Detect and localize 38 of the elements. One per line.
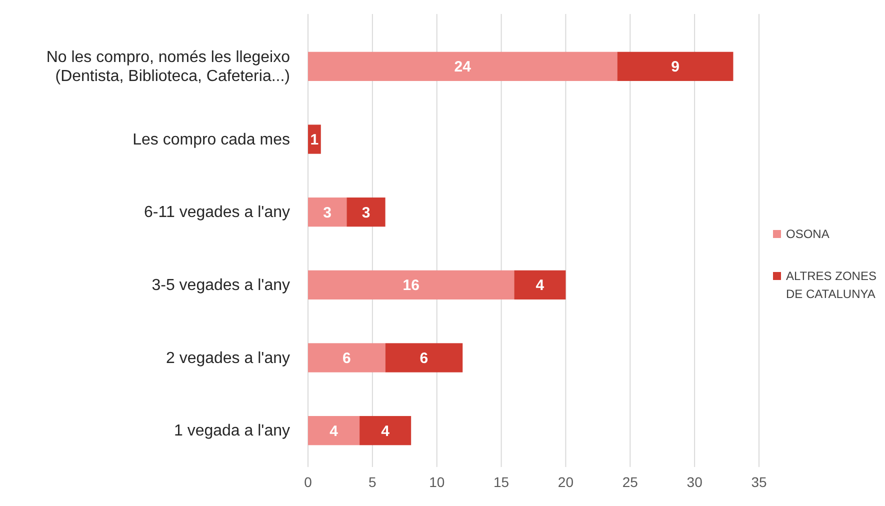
y-tick-label: 2 vegades a l'any (166, 350, 290, 367)
x-tick-label: 15 (493, 474, 510, 490)
bar (346, 198, 386, 227)
x-tick-label: 20 (558, 474, 574, 490)
y-tick-label: Les compro cada mes (132, 131, 290, 148)
bar (514, 270, 566, 300)
x-tick-label: 0 (304, 474, 312, 490)
y-tick-label: 1 vegada a l'any (174, 422, 290, 440)
x-tick-label: 10 (429, 474, 445, 490)
x-tick-label: 25 (622, 474, 638, 490)
data-label: 6 (420, 350, 428, 367)
bar (617, 52, 734, 81)
y-tick-label: 3-5 vegades a l'any (152, 277, 290, 294)
data-label: 3 (362, 204, 370, 222)
legend-label: ALTRES ZONES DE CATALUNYA (786, 269, 876, 301)
data-label: 9 (671, 58, 680, 76)
x-tick-label: 35 (751, 474, 767, 490)
y-tick-label: 6-11 vegades a l'any (144, 204, 290, 222)
bar (308, 124, 321, 154)
data-label: 3 (323, 204, 332, 222)
x-tick-label: 5 (368, 474, 377, 490)
data-label: 4 (381, 422, 390, 440)
data-label: 6 (342, 350, 351, 367)
bar (308, 416, 360, 446)
bar (308, 52, 618, 81)
x-tick-label: 30 (686, 474, 703, 490)
y-tick-label: No les compro, només les llegeixo (Dentista, Biblioteca, Cafeteria...) (46, 48, 290, 86)
bar (308, 343, 386, 372)
data-label: 4 (330, 422, 339, 440)
legend-label: OSONA (786, 227, 830, 241)
bar (360, 416, 412, 446)
bar (308, 270, 514, 300)
data-label: 16 (402, 277, 420, 294)
bar (308, 198, 347, 227)
data-label: 1 (310, 132, 319, 148)
bar (385, 343, 463, 372)
data-label: 4 (536, 277, 545, 294)
data-label: 24 (454, 58, 472, 76)
